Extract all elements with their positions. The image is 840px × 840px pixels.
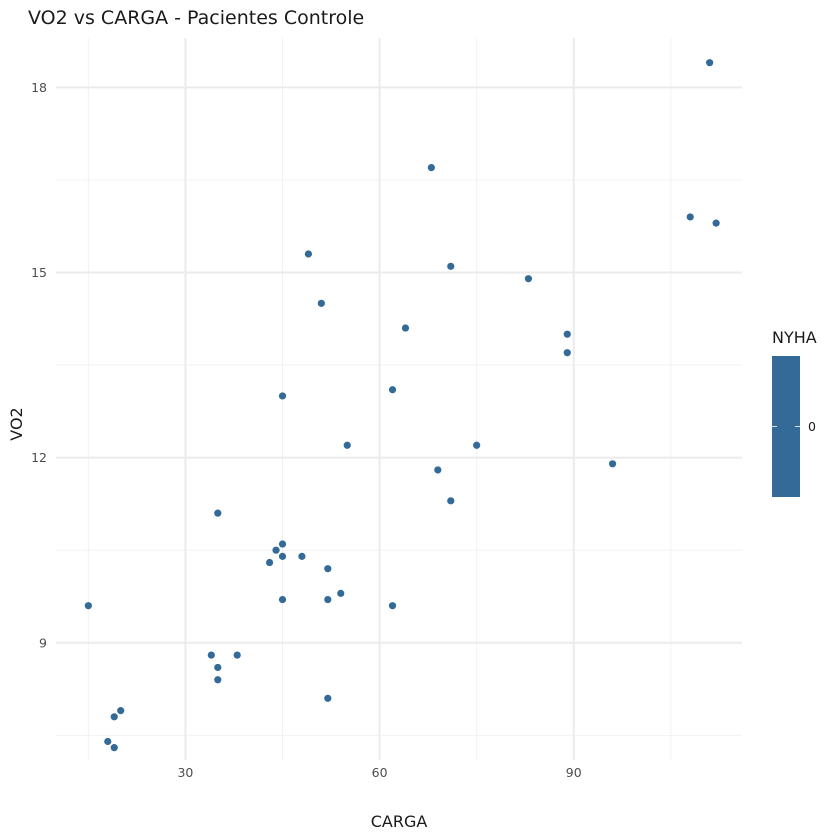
- data-point: [427, 163, 435, 172]
- y-tick-label: 9: [39, 635, 47, 650]
- data-point: [434, 466, 442, 474]
- data-point: [706, 59, 714, 67]
- data-point: [214, 509, 222, 517]
- y-tick-label: 15: [31, 265, 47, 280]
- data-point: [233, 651, 241, 659]
- data-point: [563, 349, 571, 357]
- data-point: [324, 565, 332, 573]
- x-tick-label: 30: [177, 765, 193, 780]
- minor-gridlines: [56, 38, 742, 760]
- data-point: [337, 589, 345, 597]
- data-point: [324, 595, 332, 604]
- major-gridlines: [56, 38, 742, 760]
- legend-title: NYHA: [772, 328, 817, 347]
- data-point: [324, 694, 332, 702]
- data-point: [278, 392, 287, 400]
- data-point: [563, 330, 571, 338]
- data-points: [84, 59, 720, 752]
- data-point: [278, 540, 287, 548]
- data-point: [304, 250, 312, 258]
- x-axis-tick-labels: 30 60 90: [177, 765, 581, 780]
- y-axis-tick-labels: 9 12 15 18: [31, 80, 47, 650]
- chart-title: VO2 vs CARGA - Pacientes Controle: [28, 7, 364, 29]
- data-point: [447, 497, 455, 505]
- data-point: [317, 299, 325, 307]
- data-point: [214, 663, 222, 672]
- data-point: [473, 441, 481, 449]
- data-point: [110, 713, 118, 721]
- data-point: [110, 744, 118, 752]
- data-point: [117, 707, 125, 715]
- data-point: [524, 275, 533, 283]
- data-point: [447, 262, 455, 270]
- data-point: [686, 213, 694, 221]
- y-tick-label: 18: [31, 80, 47, 95]
- legend-label: 0: [808, 419, 816, 434]
- data-point: [214, 676, 222, 684]
- x-tick-label: 90: [566, 765, 582, 780]
- data-point: [401, 324, 410, 332]
- data-point: [272, 546, 280, 554]
- y-tick-label: 12: [31, 450, 47, 465]
- legend: NYHA 0: [772, 328, 817, 497]
- data-point: [84, 602, 92, 610]
- data-point: [278, 552, 287, 560]
- data-point: [608, 460, 617, 468]
- data-point: [104, 737, 112, 746]
- data-point: [712, 219, 720, 227]
- y-axis-title: VO2: [7, 407, 26, 440]
- x-axis-title: CARGA: [371, 812, 428, 831]
- data-point: [388, 602, 397, 610]
- data-point: [278, 595, 287, 604]
- data-point: [207, 651, 215, 659]
- data-point: [298, 552, 306, 560]
- data-point: [388, 386, 397, 394]
- x-tick-label: 60: [372, 765, 388, 780]
- data-point: [265, 558, 274, 567]
- data-point: [343, 441, 351, 449]
